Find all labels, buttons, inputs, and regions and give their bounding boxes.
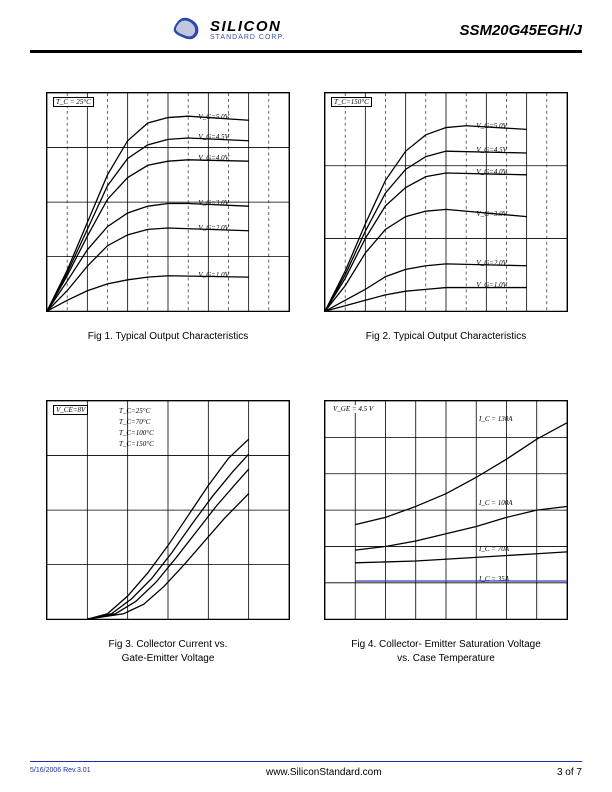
fig3-caption: Fig 3. Collector Current vs.Gate-Emitter… [46, 638, 290, 666]
fig2-chart: 02468101204080120I_C , Collector Current… [324, 92, 568, 312]
fig1-chart: 02468101204080120160I_C , Collector Curr… [46, 92, 290, 312]
footer-url: www.SiliconStandard.com [266, 767, 382, 778]
fig4-caption: Fig 4. Collector- Emitter Saturation Vol… [324, 638, 568, 666]
fig2-cell: 02468101204080120I_C , Collector Current… [324, 92, 568, 344]
footer: 5/16/2006 Rev.3.01 www.SiliconStandard.c… [30, 767, 582, 778]
fig1-caption: Fig 1. Typical Output Characteristics [46, 330, 290, 344]
logo: SILICON STANDARD CORP. [170, 13, 285, 48]
footer-divider [30, 761, 582, 762]
fig1-cell: 02468101204080120160I_C , Collector Curr… [46, 92, 290, 344]
footer-page: 3 of 7 [557, 767, 582, 778]
logo-sub-text: STANDARD CORP. [210, 34, 285, 41]
fig4-cell: 020406080100120140160024681012V_CE(sat) … [324, 400, 568, 666]
footer-revision: 5/16/2006 Rev.3.01 [30, 767, 91, 778]
logo-main-text: SILICON [210, 19, 285, 34]
fig4-chart: 020406080100120140160024681012V_CE(sat) … [324, 400, 568, 620]
company-logo-icon [170, 13, 204, 48]
fig2-caption: Fig 2. Typical Output Characteristics [324, 330, 568, 344]
fig3-chart: 012345604080120160I_C , Collector Curren… [46, 400, 290, 620]
part-number: SSM20G45EGH/J [459, 22, 582, 39]
charts-grid: 02468101204080120160I_C , Collector Curr… [46, 92, 566, 666]
fig3-cell: 012345604080120160I_C , Collector Curren… [46, 400, 290, 666]
header-divider [30, 50, 582, 53]
